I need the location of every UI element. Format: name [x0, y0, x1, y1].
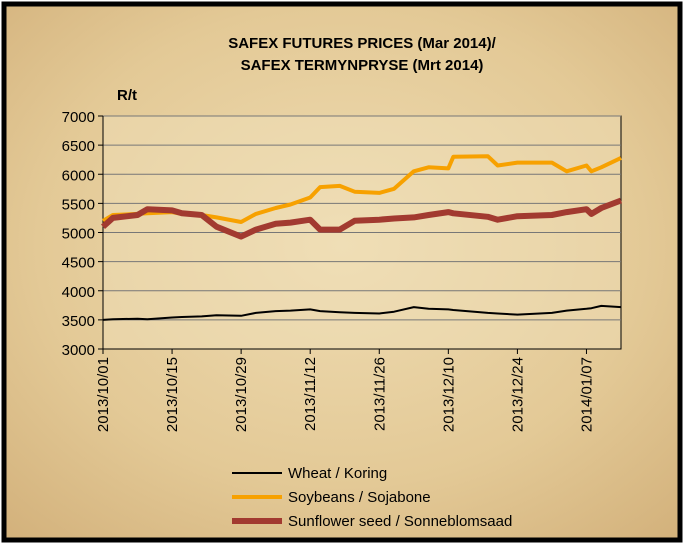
series-line: [102, 304, 622, 321]
series-line: [101, 197, 623, 240]
y-tick-label: 5500: [62, 196, 95, 213]
x-tick-label: 2014/01/07: [578, 357, 595, 432]
x-tick-label: 2013/11/12: [302, 357, 319, 431]
chart-title: SAFEX FUTURES PRICES (Mar 2014)/: [228, 35, 496, 52]
legend-label: Sunflower seed / Sonneblomsaad: [288, 513, 512, 530]
y-tick-label: 4000: [62, 284, 95, 301]
x-tick-label: 2013/12/10: [440, 357, 457, 432]
x-tick-label: 2013/10/15: [164, 357, 181, 432]
y-tick-label: 7000: [62, 109, 95, 126]
x-tick-label: 2013/11/26: [371, 357, 388, 431]
y-tick-label: 6000: [62, 167, 95, 184]
legend-label: Wheat / Koring: [288, 465, 387, 482]
y-tick-label: 3500: [62, 313, 95, 330]
y-tick-label: 4500: [62, 255, 95, 272]
x-tick-label: 2013/10/29: [233, 357, 250, 432]
y-tick-label: 6500: [62, 138, 95, 155]
chart-title: SAFEX TERMYNPRYSE (Mrt 2014): [241, 57, 484, 74]
y-tick-label: 3000: [62, 342, 95, 359]
y-tick-label: 5000: [62, 226, 95, 243]
x-tick-label: 2013/10/01: [95, 357, 112, 432]
legend-label: Soybeans / Sojabone: [288, 489, 431, 506]
y-axis-label: R/t: [117, 87, 137, 104]
x-tick-label: 2013/12/24: [509, 357, 526, 432]
